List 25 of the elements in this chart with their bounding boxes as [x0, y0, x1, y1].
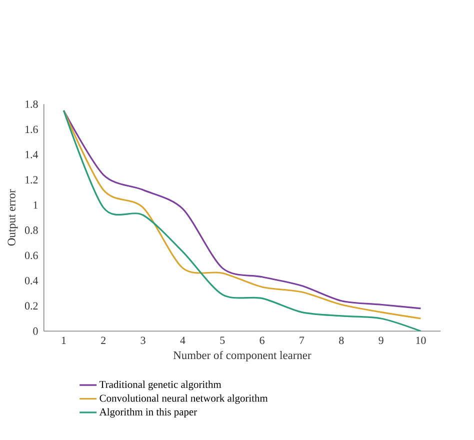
y-tick-label: 0.8	[24, 226, 38, 234]
x-tick-label: 6	[260, 336, 264, 344]
x-tick-label: 10	[416, 336, 426, 344]
y-tick-label: 0	[33, 327, 38, 335]
x-tick-label: 4	[180, 336, 186, 344]
x-axis-title: Number of component learner	[173, 350, 312, 362]
y-tick-label: 0.6	[24, 252, 38, 260]
y-tick-label: 0.2	[24, 302, 38, 310]
y-axis-title: Output error	[8, 189, 18, 246]
legend-label: Traditional genetic algorithm	[100, 380, 222, 390]
x-tick-label: 3	[140, 336, 146, 344]
y-tick-label: 1.6	[26, 126, 38, 134]
x-tick-label: 5	[220, 336, 225, 344]
y-tick-label: 0.4	[24, 276, 38, 284]
x-tick-label: 2	[101, 336, 106, 344]
y-tick-label: 1.2	[26, 176, 38, 184]
y-tick-label: 1.4	[26, 150, 38, 158]
legend-label: Convolutional neural network algorithm	[100, 394, 268, 404]
x-tick-label: 8	[339, 336, 344, 344]
x-tick-label: 1	[62, 336, 66, 344]
y-tick-label: 1.8	[26, 100, 38, 108]
y-tick-label: 1	[34, 201, 38, 209]
legend-label: Algorithm in this paper	[99, 408, 197, 418]
x-tick-label: 9	[378, 336, 384, 344]
x-tick-label: 7	[300, 336, 304, 344]
